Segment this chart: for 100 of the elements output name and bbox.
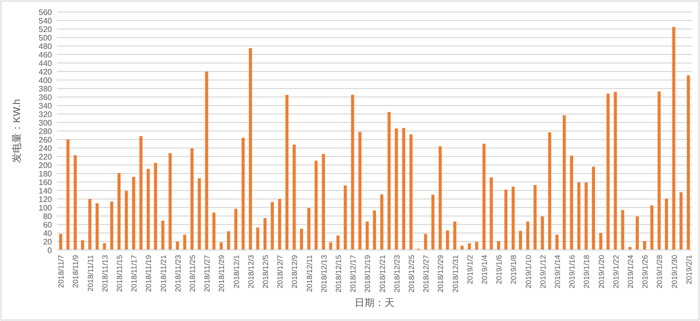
bar (562, 115, 566, 250)
bar (248, 48, 252, 250)
bar (96, 203, 99, 250)
y-tick-label: 40 (43, 229, 53, 238)
bar (446, 230, 450, 250)
y-tick-label: 60 (43, 220, 53, 230)
bar (438, 146, 442, 250)
y-tick-label: 540 (38, 16, 53, 26)
bar (584, 182, 588, 250)
bar (380, 194, 384, 250)
bar (512, 186, 515, 250)
y-tick-label: 320 (38, 110, 53, 119)
bar (74, 155, 77, 250)
bar (518, 230, 522, 250)
bar (110, 202, 114, 250)
y-tick-label: 220 (38, 152, 53, 162)
bar (88, 199, 92, 250)
bar (314, 160, 318, 250)
y-tick-label: 260 (38, 136, 53, 144)
bar (497, 241, 500, 250)
y-axis-title: 发电量：KW.h (11, 99, 23, 163)
y-tick-label: 440 (38, 59, 53, 68)
bar (102, 243, 106, 250)
bar (534, 184, 537, 250)
y-tick-label: 20 (43, 238, 53, 246)
bar (577, 182, 580, 250)
y-tick-label: 400 (38, 76, 53, 85)
bar (453, 222, 456, 250)
bar (643, 241, 646, 250)
y-tick-label: 300 (38, 118, 53, 128)
y-tick-label: 80 (43, 212, 53, 221)
bar (278, 199, 282, 250)
bar (680, 192, 683, 250)
bar (139, 136, 142, 250)
y-tick-label: 560 (38, 8, 53, 17)
y-tick-label: 380 (38, 84, 53, 94)
bar (176, 242, 179, 250)
y-tick-label: 500 (38, 34, 53, 42)
bar (132, 176, 136, 250)
bar (490, 177, 493, 250)
y-tick-label: 100 (38, 204, 53, 212)
bar (614, 92, 617, 250)
y-tick-label: 340 (38, 102, 53, 110)
bar (226, 231, 230, 250)
bar (285, 94, 288, 250)
x-axis-title: 日期：天 (354, 297, 394, 309)
y-tick-label: 140 (38, 186, 53, 196)
bar (81, 240, 84, 250)
bar (526, 222, 530, 250)
bar (402, 128, 406, 250)
bar (548, 132, 552, 250)
bar (118, 173, 121, 250)
bar (366, 222, 369, 250)
bar (183, 234, 186, 250)
bar (234, 208, 238, 250)
y-tick-label: 120 (38, 195, 53, 204)
y-tick-label: 160 (38, 178, 53, 187)
bar (242, 138, 245, 250)
bar (431, 194, 434, 250)
bar (621, 210, 624, 250)
bar (322, 154, 325, 250)
bar (212, 212, 216, 250)
y-tick-label: 0 (48, 246, 53, 255)
bar (658, 91, 661, 250)
bar (570, 156, 574, 250)
bar (672, 26, 676, 250)
bar (256, 227, 260, 250)
y-tick-label: 240 (38, 144, 53, 153)
bar (270, 202, 274, 250)
bar (606, 94, 610, 250)
y-tick-label: 200 (38, 161, 53, 170)
y-tick-label: 180 (38, 170, 53, 178)
bar (650, 205, 654, 250)
bar (263, 218, 267, 250)
bar (146, 168, 150, 250)
bar (358, 132, 362, 250)
bar (482, 144, 486, 250)
bar (599, 233, 602, 250)
bar (124, 190, 128, 250)
bar (592, 166, 595, 250)
y-tick-label: 480 (38, 42, 53, 51)
bar (468, 243, 471, 250)
bar (424, 234, 428, 250)
bar (300, 228, 304, 250)
bar (636, 216, 639, 250)
y-tick-label: 520 (38, 25, 53, 34)
bar (59, 234, 62, 250)
bar (344, 185, 347, 250)
y-tick-label: 360 (38, 93, 53, 102)
bar (336, 236, 340, 250)
bar (555, 234, 559, 250)
bar (168, 153, 172, 250)
bar (205, 72, 208, 250)
bar (394, 128, 398, 250)
bar (540, 216, 544, 250)
bar (161, 220, 164, 250)
bar (154, 162, 158, 250)
bar (475, 242, 478, 250)
y-tick-label: 280 (38, 127, 53, 136)
bar (190, 148, 194, 250)
